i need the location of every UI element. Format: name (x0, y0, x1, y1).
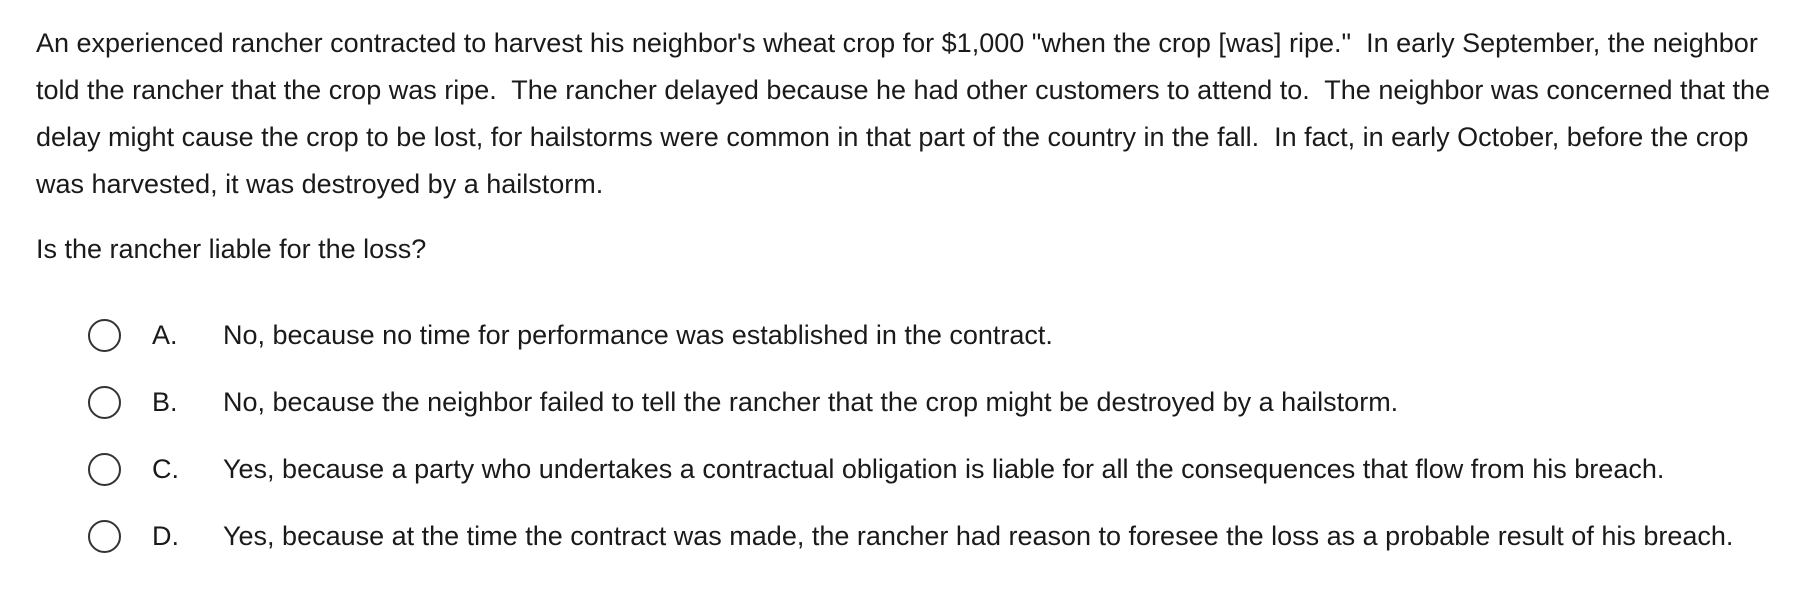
choice-b-radio[interactable] (88, 386, 121, 419)
choice-d-radio[interactable] (88, 520, 121, 553)
choice-a-radio[interactable] (88, 319, 121, 352)
choice-b-letter: B. (152, 387, 178, 417)
choice-a-text: No, because no time for performance was … (223, 320, 1053, 350)
question-stem: An experienced rancher contracted to har… (36, 28, 1778, 199)
question-container: An experienced rancher contracted to har… (36, 20, 1796, 273)
answer-choices: A. No, because no time for performance w… (88, 315, 1788, 616)
choice-a[interactable]: A. No, because no time for performance w… (88, 315, 1788, 382)
choice-b-text: No, because the neighbor failed to tell … (223, 387, 1399, 417)
choice-c-letter: C. (152, 454, 179, 484)
choice-d-letter: D. (152, 521, 179, 551)
question-prompt: Is the rancher liable for the loss? (36, 234, 427, 264)
choice-b[interactable]: B. No, because the neighbor failed to te… (88, 382, 1788, 449)
choice-c[interactable]: C. Yes, because a party who undertakes a… (88, 449, 1788, 516)
choice-d-text: Yes, because at the time the contract wa… (223, 521, 1734, 551)
choice-c-text: Yes, because a party who undertakes a co… (223, 454, 1665, 484)
choice-d[interactable]: D. Yes, because at the time the contract… (88, 516, 1788, 616)
choice-c-radio[interactable] (88, 453, 121, 486)
choice-a-letter: A. (152, 320, 178, 350)
